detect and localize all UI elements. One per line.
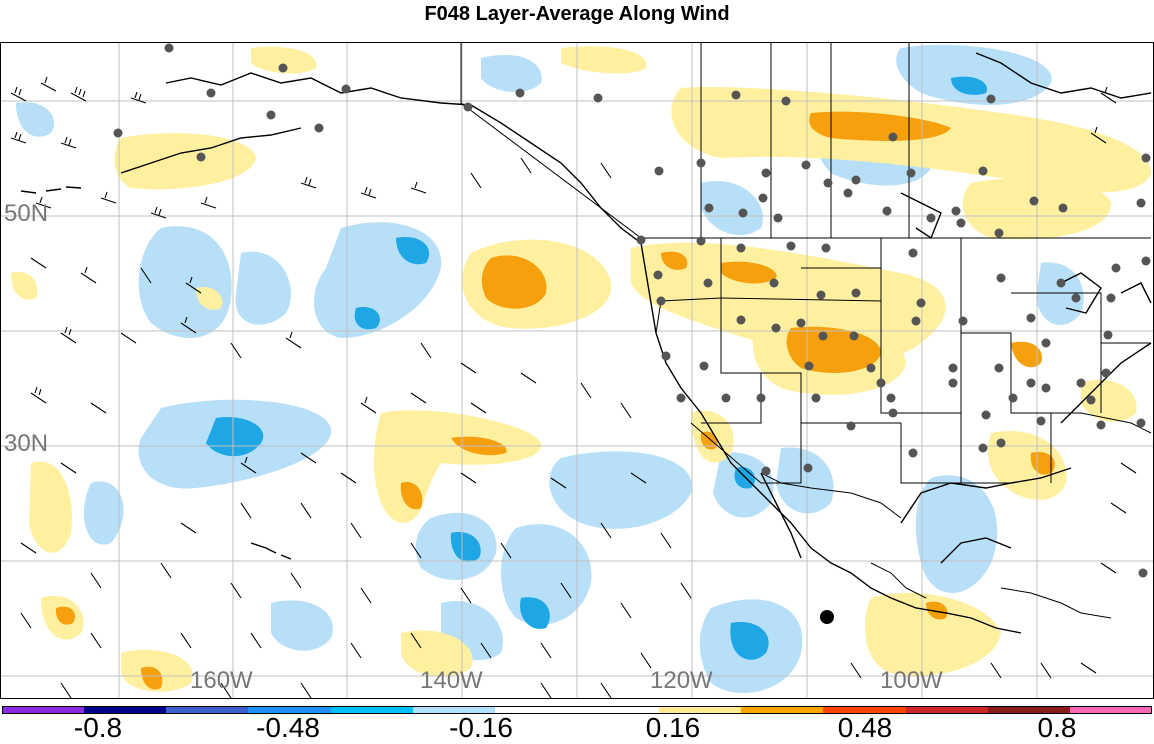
colorbar-segment [577,706,660,714]
colorbar-segment [1069,706,1153,714]
colorbar-tick-label: 0.8 [1037,712,1077,743]
wind-barbs [10,76,1137,698]
lon-label-140w: 140W [420,667,483,694]
political-borders [460,43,1152,619]
colorbar-segment [741,706,824,714]
colorbar [2,706,1153,714]
highlighted-station-marker [820,610,834,624]
map-canvas [1,43,1153,698]
colorbar-segment [2,706,85,714]
lon-label-100w: 100W [880,667,943,694]
colorbar-segment [84,706,167,714]
colorbar-tick-label: -0.48 [256,712,320,743]
colorbar-tick-label: -0.16 [449,712,513,743]
colorbar-segment [823,706,907,714]
colorbar-segment [166,706,249,714]
colorbar-segment [330,706,414,714]
lat-label-50n: 50N [4,200,49,227]
colorbar-segment [659,706,742,714]
map-title: F048 Layer-Average Along Wind [424,3,730,25]
coastlines [20,52,1152,634]
lat-lon-grid [1,43,1153,698]
colorbar-segment [905,706,989,714]
colorbar-border [2,706,1152,714]
colorbar-tick-label: 0.48 [837,712,893,743]
station-markers [113,43,1151,578]
colorbar-segment [412,706,496,714]
lat-label-30n: 30N [4,430,49,457]
lon-label-160w: 160W [190,667,253,694]
colorbar-segment [494,706,578,714]
colorbar-segment [987,706,1071,714]
colorbar-segment [248,706,332,714]
colorbar-tick-label: 0.16 [645,712,701,743]
lon-label-120w: 120W [650,667,713,694]
colorbar-tick-label: -0.8 [73,712,123,743]
strong-positive-anomaly-shading [55,111,1055,690]
map-panel [0,42,1154,699]
